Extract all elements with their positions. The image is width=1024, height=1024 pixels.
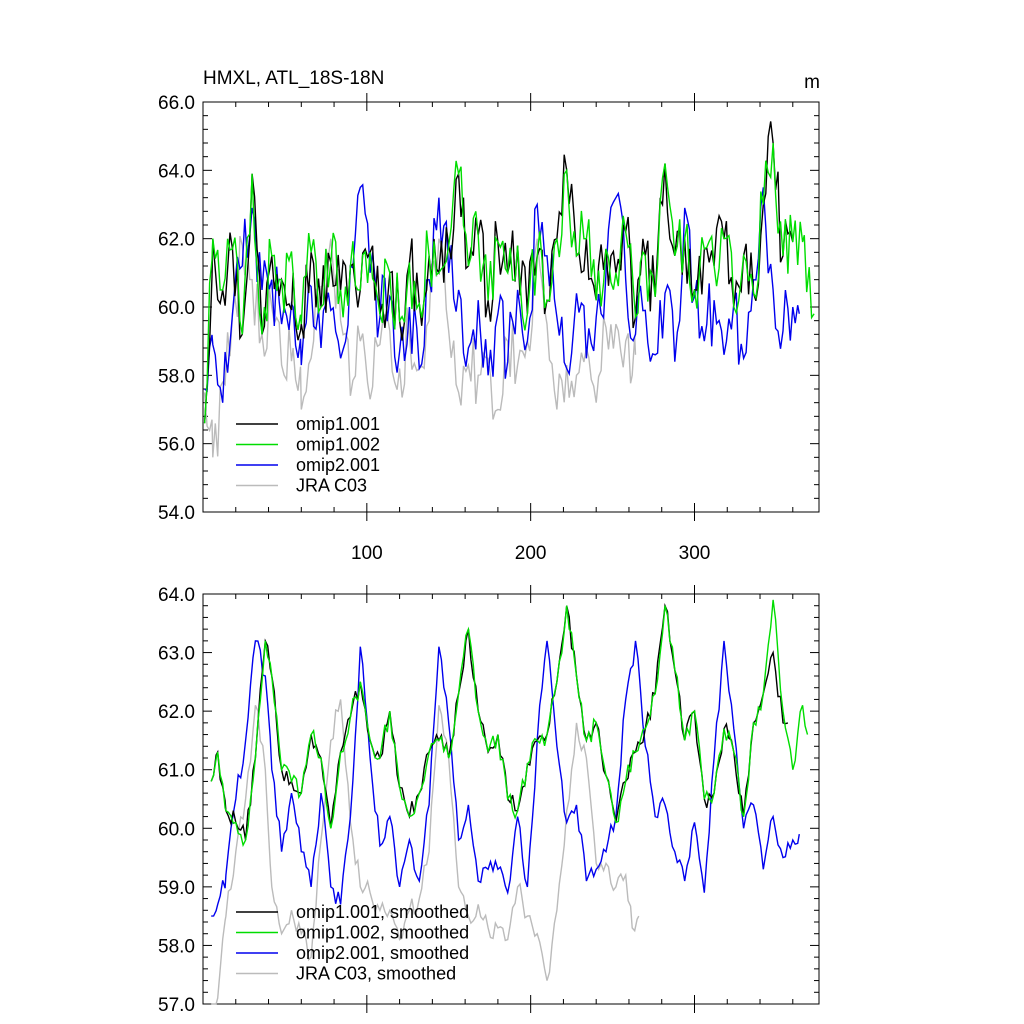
series-line-omip1-002 (203, 142, 815, 424)
y-tick-label: 58.0 (158, 366, 195, 387)
series-line-jra-c03-smoothed (211, 699, 640, 1005)
y-tick-label: 64.0 (158, 161, 195, 182)
x-tick-label: 100 (351, 543, 383, 564)
y-tick-label: 57.0 (158, 995, 195, 1016)
x-tick-label: 200 (515, 543, 547, 564)
legend-label: omip1.002, smoothed (296, 923, 469, 943)
y-tick-label: 62.0 (158, 702, 195, 723)
y-tick-label: 63.0 (158, 644, 195, 665)
legend-label: JRA C03 (296, 476, 367, 496)
y-tick-label: 60.0 (158, 819, 195, 840)
legend-label: omip1.001 (296, 414, 380, 434)
top-series-group (203, 121, 815, 458)
series-line-omip1-001-smoothed (210, 602, 789, 841)
legend-label: omip2.001 (296, 455, 380, 475)
top-panel-title: HMXL, ATL_18S-18N (203, 68, 384, 89)
bottom-panel: 57.0 58.0 59.0 60.0 61.0 62.0 63.0 64.0 omip1.0… (158, 585, 820, 1016)
legend-label: omip2.001, smoothed (296, 943, 469, 963)
y-tick-label: 58.0 (158, 936, 195, 957)
y-tick-label: 59.0 (158, 878, 195, 899)
top-y-ticks: 54.0 56.0 58.0 60.0 62.0 64.0 66.0 (158, 93, 819, 524)
y-tick-label: 62.0 (158, 230, 195, 251)
legend-label: omip1.001, smoothed (296, 902, 469, 922)
bottom-plot-frame (202, 593, 820, 1005)
y-tick-label: 56.0 (158, 435, 195, 456)
y-tick-label: 64.0 (158, 585, 195, 606)
top-panel-units: m (804, 72, 820, 93)
y-tick-label: 61.0 (158, 761, 195, 782)
series-line-omip2-001 (204, 183, 800, 403)
y-tick-label: 60.0 (158, 298, 195, 319)
bottom-x-ticks (235, 585, 794, 1013)
series-line-omip1-002-smoothed (210, 599, 809, 848)
y-tick-label: 66.0 (158, 93, 195, 114)
y-tick-label: 54.0 (158, 503, 195, 524)
top-x-ticks: 100 200 300 (235, 93, 794, 564)
legend-label: JRA C03, smoothed (296, 964, 456, 984)
top-panel: HMXL, ATL_18S-18N m 54.0 56.0 58.0 60.0 62.0… (158, 68, 820, 564)
legend-label: omip1.002 (296, 435, 380, 455)
series-line-omip2-001-smoothed (211, 640, 800, 917)
bottom-y-ticks: 57.0 58.0 59.0 60.0 61.0 62.0 63.0 64.0 (158, 585, 819, 1016)
x-tick-label: 300 (679, 543, 711, 564)
bottom-series-group (210, 599, 809, 1005)
